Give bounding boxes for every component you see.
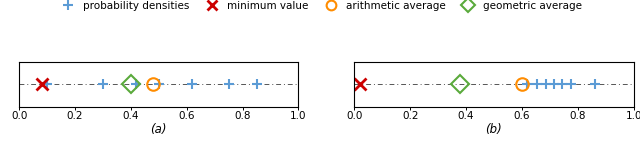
X-axis label: (a): (a) bbox=[150, 123, 167, 136]
Legend: probability densities, minimum value, arithmetic average, geometric average: probability densities, minimum value, ar… bbox=[58, 1, 582, 11]
X-axis label: (b): (b) bbox=[486, 123, 502, 136]
